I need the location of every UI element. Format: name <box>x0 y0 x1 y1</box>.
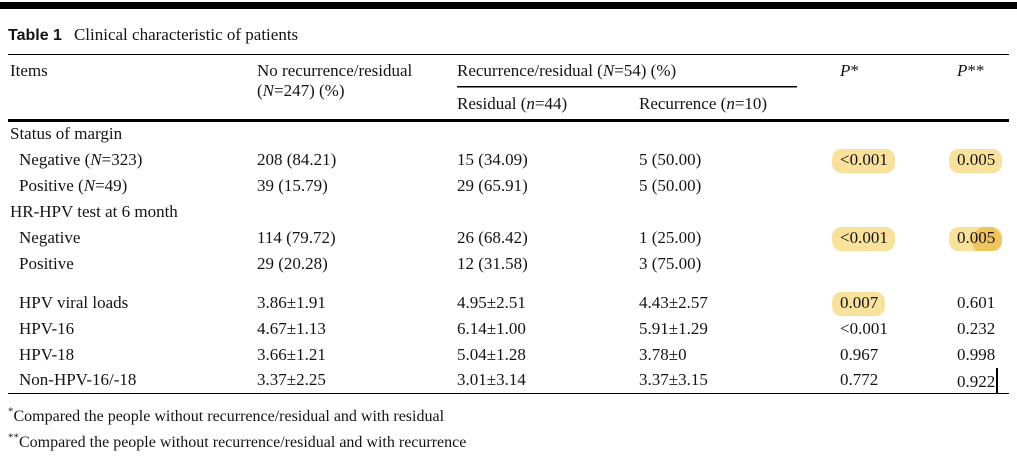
cell-p-double-star <box>955 173 1009 199</box>
highlight-mark: <0.001 <box>832 148 895 173</box>
cell-no-recurrence: 29 (20.28) <box>257 253 328 273</box>
cell-p-double-star: 0.005 <box>949 147 1009 173</box>
item-label: Negative (N=323) <box>19 149 143 169</box>
footnote-residual: *Compared the people without recurrence/… <box>8 405 445 425</box>
item-label: Positive <box>19 253 74 273</box>
cell-recurrence: 5.91±1.29 <box>639 318 708 338</box>
item-label: HPV-18 <box>19 344 75 364</box>
data-row-margin-negative: Negative (N=323) 208 (84.21) 15 (34.09) … <box>8 147 1009 173</box>
double-highlight-mark: 0.005 <box>949 227 1002 251</box>
data-row-hpv-16: HPV-16 4.67±1.13 6.14±1.00 5.91±1.29 <0.… <box>8 316 1009 342</box>
cell-p-double-star: 0.601 <box>957 292 996 312</box>
cell-recurrence: 3.37±3.15 <box>639 370 708 390</box>
group-row-status-of-margin: Status of margin <box>8 121 1009 147</box>
footnote-marker: * <box>8 405 14 418</box>
cell-no-recurrence: 39 (15.79) <box>257 175 328 195</box>
cell-p-star: <0.001 <box>840 318 888 338</box>
text-cursor <box>996 367 999 393</box>
cell-recurrence: 3.78±0 <box>639 344 687 364</box>
cell-no-recurrence: 3.37±2.25 <box>257 370 326 390</box>
cell-p-star <box>838 251 955 277</box>
table-header: Items No recurrence/residual (N=247) (%)… <box>8 54 1010 121</box>
data-row-hpv-viral-loads: HPV viral loads 3.86±1.91 4.95±2.51 4.43… <box>8 290 1009 316</box>
cell-residual: 3.01±3.14 <box>457 370 526 390</box>
cell-residual: 6.14±1.00 <box>457 318 526 338</box>
col-header-items: Items <box>10 61 48 80</box>
cell-p-star: 0.772 <box>840 370 879 390</box>
cell-residual: 15 (34.09) <box>457 149 528 169</box>
group-label: HR-HPV test at 6 month <box>10 201 178 221</box>
table-caption: Table 1 Clinical characteristic of patien… <box>8 25 1017 46</box>
header-row-2: Residual (n=44) Recurrence (n=10) <box>8 88 1009 121</box>
item-label: Negative <box>19 227 81 247</box>
cell-p-double-star: 0.922 <box>955 367 1009 394</box>
spacer-row <box>8 277 1009 290</box>
cell-residual: 4.95±2.51 <box>457 292 526 312</box>
item-label: HPV-16 <box>19 318 75 338</box>
cell-residual: 26 (68.42) <box>457 227 528 247</box>
table-number-label: Table 1 <box>8 27 62 44</box>
cell-residual: 12 (31.58) <box>457 253 528 273</box>
table-body: Status of margin Negative (N=323) 208 (8… <box>8 121 1009 394</box>
footnote-recurrence: **Compared the people without recurrence… <box>8 431 467 451</box>
cell-p-star: <0.001 <box>832 147 955 173</box>
cell-recurrence: 4.43±2.57 <box>639 292 708 312</box>
cell-p-double-star: 0.232 <box>957 318 996 338</box>
data-row-hpv-negative: Negative 114 (79.72) 26 (68.42) 1 (25.00… <box>8 225 1009 251</box>
cell-recurrence: 5 (50.00) <box>639 175 702 195</box>
cell-no-recurrence: 3.86±1.91 <box>257 292 326 312</box>
col-header-p-star: P* <box>840 61 859 80</box>
col-header-recurrence: Recurrence (n=10) <box>639 93 768 113</box>
header-row-1: Items No recurrence/residual (N=247) (%)… <box>8 54 1009 100</box>
cell-p-star: 0.007 <box>832 290 955 316</box>
cell-residual: 29 (65.91) <box>457 175 528 195</box>
highlight-mark: <0.001 <box>832 226 895 251</box>
col-header-p-double-star: P** <box>957 61 985 80</box>
cell-p-double-star <box>955 251 1009 277</box>
cell-p-star: <0.001 <box>832 225 955 251</box>
cell-p-star <box>838 173 955 199</box>
data-row-hpv-positive: Positive 29 (20.28) 12 (31.58) 3 (75.00) <box>8 251 1009 277</box>
table-footnotes: *Compared the people without recurrence/… <box>8 405 1017 454</box>
cell-no-recurrence: 114 (79.72) <box>257 227 336 247</box>
cell-p-star: 0.967 <box>840 344 879 364</box>
cell-recurrence: 1 (25.00) <box>639 227 702 247</box>
data-row-margin-positive: Positive (N=49) 39 (15.79) 29 (65.91) 5 … <box>8 173 1009 199</box>
top-page-rule <box>0 2 1017 9</box>
data-row-hpv-18: HPV-18 3.66±1.21 5.04±1.28 3.78±0 0.967 … <box>8 342 1009 368</box>
col-header-residual: Residual (n=44) <box>457 93 568 113</box>
group-row-hr-hpv-test: HR-HPV test at 6 month <box>8 199 1009 225</box>
footnote-marker: ** <box>8 431 19 444</box>
highlight-mark: 0.007 <box>832 291 886 316</box>
item-label: Non-HPV-16/-18 <box>19 370 137 390</box>
data-row-non-hpv-16-18: Non-HPV-16/-18 3.37±2.25 3.01±3.14 3.37±… <box>8 367 1009 394</box>
clinical-characteristics-table: Items No recurrence/residual (N=247) (%)… <box>8 54 1010 394</box>
group-label: Status of margin <box>10 124 123 144</box>
item-label: Positive (N=49) <box>19 175 128 195</box>
cell-no-recurrence: 208 (84.21) <box>257 149 337 169</box>
table-title: Clinical characteristic of patients <box>73 25 299 44</box>
cell-recurrence: 5 (50.00) <box>639 149 702 169</box>
cell-residual: 5.04±1.28 <box>457 344 526 364</box>
col-header-no-recurrence: No recurrence/residual (N=247) (%) <box>257 61 413 100</box>
highlight-mark: 0.005 <box>949 148 1003 173</box>
cell-no-recurrence: 4.67±1.13 <box>257 318 326 338</box>
cell-p-double-star: 0.998 <box>957 344 996 364</box>
item-label: HPV viral loads <box>19 292 129 312</box>
cell-p-double-star: 0.005 <box>955 225 1009 251</box>
cell-recurrence: 3 (75.00) <box>639 253 702 273</box>
cell-no-recurrence: 3.66±1.21 <box>257 344 326 364</box>
col-header-recurrence-group: Recurrence/residual (N=54) (%) <box>455 54 839 88</box>
